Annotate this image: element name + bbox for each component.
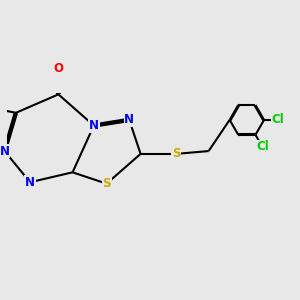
Text: N: N <box>25 176 35 189</box>
Text: Cl: Cl <box>256 140 269 153</box>
Text: S: S <box>102 177 111 190</box>
Text: S: S <box>172 147 180 161</box>
Text: N: N <box>0 145 10 158</box>
Text: O: O <box>53 62 63 75</box>
Text: Cl: Cl <box>272 113 284 126</box>
Text: N: N <box>124 113 134 126</box>
Text: N: N <box>89 119 99 132</box>
